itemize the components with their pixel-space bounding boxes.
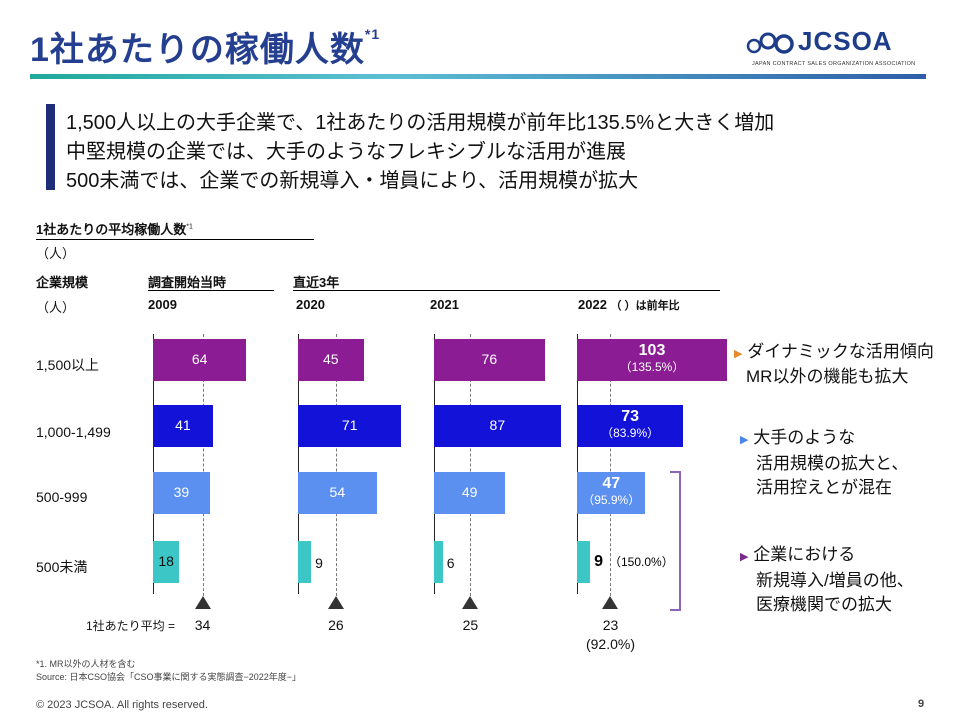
bar-label-2022-1000-1499: 73 （83.9%） [601,408,660,440]
bar-label-2009-1000-1499: 41 [175,417,191,433]
bar-2009-1500-plus [153,339,247,381]
row-label-500-999: 500-999 [36,489,88,505]
bar-2021-1000-1499 [434,405,561,447]
bar-2022-under-500 [577,541,591,583]
bar-label-2020-500-999: 54 [329,484,346,500]
chart-title: 1社あたりの平均稼働人数*1 [36,222,193,237]
bar-label-2022-1500-plus: 103 （135.5%） [619,342,685,374]
bar-label-2020-under-500: 9 [315,555,323,571]
bar-label-2020-1000-1499: 71 [341,417,358,433]
summary-line-2: 中堅規模の企業では、大手のようなフレキシブルな活用が進展 [66,141,626,163]
bar-2020-1500-plus [298,339,364,381]
bar-2022-1000-1499 [577,405,684,447]
bar-2022-500-999 [577,472,646,514]
average-marker-2020-icon [327,596,344,609]
bar-2020-1000-1499 [298,405,402,447]
bracket-small-tier [670,471,681,611]
bar-2021-under-500 [434,541,443,583]
bar-label-2021-1500-plus: 76 [481,351,498,367]
axis-2020 [298,334,299,594]
year-2022: 2022 （ ）は前年比 [578,297,680,312]
average-line-2022 [610,334,612,596]
average-line-2021 [470,334,472,596]
average-value-2009: 34 [194,617,211,633]
axis-2009 [153,334,154,594]
bar-label-2021-500-999: 49 [461,484,478,500]
group-header-start: 調査開始当時 [148,275,227,290]
row-label-1500-plus: 1,500以上 [36,357,100,373]
average-value-2022: 23 [602,617,619,633]
year-2021: 2021 [430,297,459,312]
row-label-1000-1499: 1,000-1,499 [36,424,111,440]
bar-2009-under-500 [153,541,180,583]
summary-line-3: 500未満では、企業での新規導入・増員により、活用規模が拡大 [66,170,639,192]
summary-accent-bar [46,104,55,190]
average-line-2020 [335,334,337,596]
note-3-marker-icon: ▶ [740,551,749,563]
average-marker-2022-icon [602,596,619,609]
row-header-label: 企業規模 [36,275,89,290]
chart-title-rule [36,239,314,240]
copyright: © 2023 JCSOA. All rights reserved. [36,699,208,711]
jcsoa-logo: JCSOA JAPAN CONTRACT SALES ORGANIZATION … [744,26,924,72]
average-line-2009 [202,334,204,596]
bar-label-2022-under-500: 9 （150.0%） [594,553,674,570]
note-2-marker-icon: ▶ [740,434,749,446]
average-marker-2009-icon [194,596,211,609]
bar-2022-1500-plus [577,339,727,381]
average-label: 1社あたり平均 = [86,619,176,633]
axis-2021 [434,334,435,594]
logo-subtitle: JAPAN CONTRACT SALES ORGANIZATION ASSOCI… [752,61,916,67]
bar-label-2021-under-500: 6 [446,555,455,571]
logo-text: JCSOA [798,26,893,56]
group-header-recent: 直近3年 [293,275,340,290]
average-marker-2021-icon [462,596,479,609]
bar-2021-500-999 [434,472,506,514]
title-underline [30,74,926,79]
bar-2009-500-999 [153,472,210,514]
bar-2021-1500-plus [434,339,545,381]
page-title: 1社あたりの稼働人数*1 [30,26,381,69]
chart-brackets [670,471,681,611]
note-large-companies: ▶ ダイナミックな活用傾向 MR以外の機能も拡大 [734,342,934,386]
row-label-under-500: 500未満 [36,559,88,575]
bar-label-2009-under-500: 18 [158,553,174,569]
bar-label-2021-1000-1499: 87 [489,417,506,433]
bar-2020-500-999 [298,472,377,514]
axis-2022 [577,334,578,594]
group-header-recent-rule [293,290,720,291]
bar-label-2009-1500-plus: 64 [191,351,208,367]
footnote-definition: *1. MR以外の人材を含む [36,659,136,669]
average-ratio-2022: (92.0%) [585,636,635,652]
year-2009: 2009 [148,297,177,312]
summary-line-1: 1,500人以上の大手企業で、1社あたりの活用規模が前年比135.5%と大きく増… [66,112,775,134]
bar-2020-under-500 [298,541,312,583]
bar-2009-1000-1499 [153,405,213,447]
note-small-companies: ▶ 企業における 新規導入/増員の他、 医療機関での拡大 [740,545,914,614]
row-header-unit: （人） [36,300,76,315]
year-2020: 2020 [296,297,325,312]
chart-unit: （人） [36,246,76,261]
page-number: 9 [918,698,925,710]
footnote-source: Source: 日本CSO協会「CSO事業に関する実態調査−2022年度−」 [36,672,302,682]
bar-label-2020-1500-plus: 45 [322,351,339,367]
note-1-marker-icon: ▶ [734,348,743,360]
average-value-2020: 26 [328,617,344,633]
note-mid-companies: ▶ 大手のような 活用規模の拡大と、 活用控えとが混在 [740,428,909,497]
bar-label-2022-500-999: 47 （95.9%） [582,475,641,507]
bar-label-2009-500-999: 39 [173,484,190,500]
group-header-start-rule [148,290,274,291]
average-value-2021: 25 [462,617,479,633]
logo-rings-icon [746,32,794,54]
